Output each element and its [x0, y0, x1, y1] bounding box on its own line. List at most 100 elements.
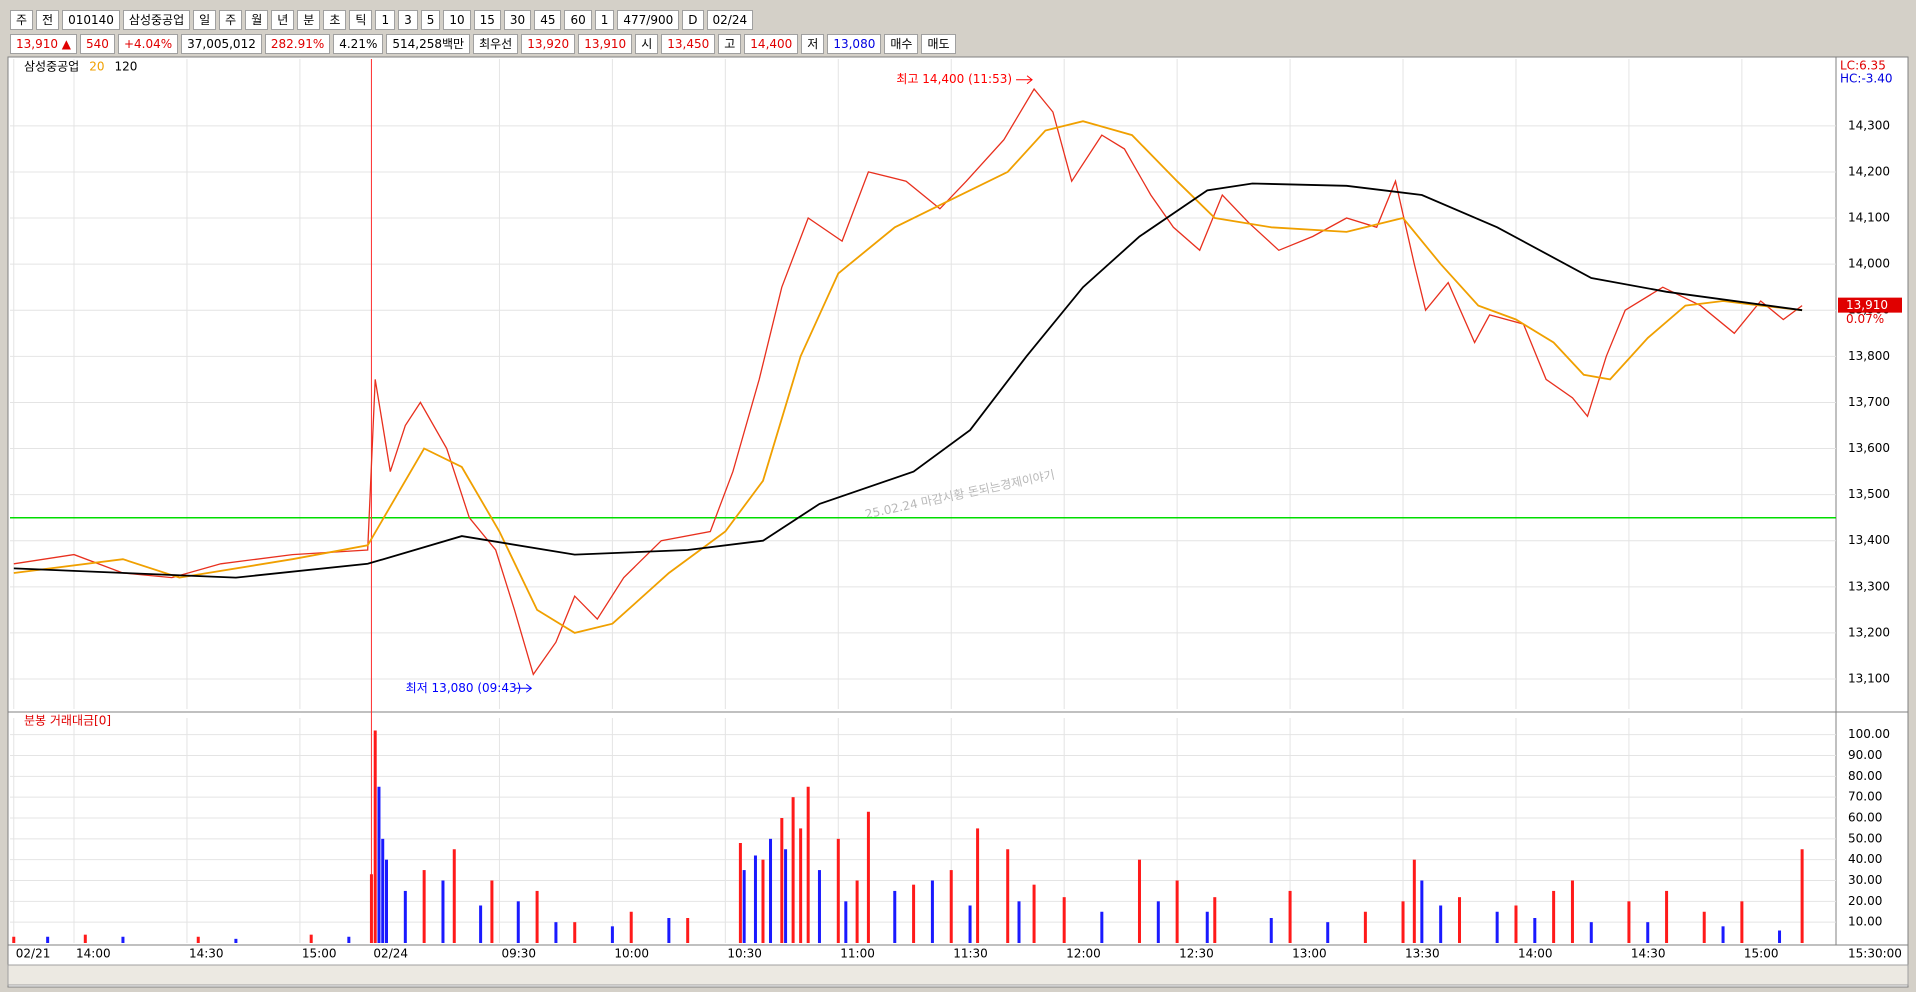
volume-bar — [784, 849, 788, 943]
y-tick-label: 30.00 — [1848, 873, 1882, 887]
annotation: 최저 13,080 (09:43) — [406, 681, 522, 695]
volume-bar — [930, 880, 934, 943]
x-tick-label: 13:00 — [1292, 947, 1327, 961]
annotation-arrow — [1016, 75, 1033, 85]
toolbar-item[interactable]: 5 — [420, 10, 441, 30]
toolbar-item[interactable]: 년 — [271, 10, 295, 30]
x-tick-label: 11:00 — [840, 947, 875, 961]
volume-bar — [1665, 890, 1669, 943]
x-tick-label: 12:00 — [1066, 947, 1101, 961]
toolbar-item[interactable]: 일 — [193, 10, 217, 30]
toolbar-item[interactable]: 3 — [398, 10, 418, 30]
series-line — [13, 87, 1803, 676]
last-price-label: 13,910 — [1846, 298, 1888, 312]
info-item: 고 — [718, 34, 742, 54]
corner-label: HC:-3.40 — [1840, 72, 1893, 86]
toolbar-item[interactable]: 전 — [36, 10, 60, 30]
volume-bar — [686, 918, 690, 943]
volume-bar — [1412, 859, 1416, 943]
toolbar-item[interactable]: 삼성중공업 — [122, 10, 191, 30]
info-item: 13,910 ▲ — [10, 34, 78, 54]
info-bar: 13,910 ▲ 540 +4.04% 37,005,012 282.91% 4.21% 5… — [10, 34, 956, 54]
info-item: 최우선 — [473, 34, 519, 54]
volume-bar — [384, 859, 388, 943]
series-line — [13, 182, 1803, 579]
toolbar-item[interactable]: 주 — [219, 10, 243, 30]
volume-bar — [1205, 911, 1209, 943]
toolbar-item[interactable]: 주 — [10, 10, 34, 30]
info-item: 13,080 — [827, 34, 882, 54]
volume-bar — [844, 901, 848, 943]
volume-bar — [573, 922, 577, 943]
x-tick-label: 15:00 — [1744, 947, 1779, 961]
y-tick-label: 80.00 — [1848, 769, 1882, 783]
volume-bar — [479, 905, 483, 943]
info-item: 13,920 — [521, 34, 576, 54]
volume-bar — [1213, 897, 1217, 943]
corner-label: LC:6.35 — [1840, 59, 1886, 73]
volume-bar — [347, 936, 351, 943]
toolbar-item[interactable]: 45 — [534, 10, 562, 30]
info-item: +4.04% — [117, 34, 179, 54]
y-tick-label: 14,000 — [1848, 257, 1890, 271]
volume-bar — [377, 786, 381, 943]
volume-bar — [1100, 911, 1104, 943]
scrollbar — [7, 964, 1909, 986]
volume-bar — [1288, 890, 1292, 943]
toolbar-item[interactable]: 02/24 — [706, 10, 754, 30]
x-tick-label: 14:00 — [76, 947, 111, 961]
y-tick-label: 13,800 — [1848, 349, 1890, 363]
toolbar-item[interactable]: 월 — [245, 10, 269, 30]
toolbar-item[interactable]: 1 — [375, 10, 396, 30]
x-tick-label: 14:00 — [1518, 947, 1553, 961]
volume-title: 분봉 거래대금[0] — [24, 714, 111, 728]
volume-bar — [738, 843, 742, 943]
toolbar-item[interactable]: 틱 — [349, 10, 373, 30]
info-item: 14,400 — [744, 34, 799, 54]
toolbar-item[interactable]: 477/900 — [617, 10, 680, 30]
toolbar-item[interactable]: 60 — [564, 10, 592, 30]
info-item: 저 — [801, 34, 825, 54]
volume-bar — [968, 905, 972, 943]
toolbar-item[interactable]: 초 — [323, 10, 347, 30]
volume-bar — [1702, 911, 1706, 943]
volume-bar — [629, 911, 633, 943]
volume-bar — [1514, 905, 1518, 943]
volume-bar — [667, 918, 671, 943]
annotation-arrow — [515, 683, 533, 693]
toolbar-item[interactable]: 30 — [503, 10, 532, 30]
info-item: 540 — [80, 34, 115, 54]
info-item: 매도 — [921, 34, 956, 54]
volume-bar — [381, 838, 385, 943]
volume-bar — [12, 936, 16, 943]
toolbar-item[interactable]: D — [682, 10, 704, 30]
volume-bar — [554, 922, 558, 943]
volume-bar — [817, 870, 821, 943]
toolbar-item[interactable]: 10 — [443, 10, 471, 30]
toolbar-item[interactable]: 분 — [297, 10, 321, 30]
annotation: 최고 14,400 (11:53) — [896, 72, 1012, 86]
y-tick-label: 13,400 — [1848, 533, 1890, 547]
volume-bar — [1627, 901, 1631, 943]
volume-bar — [769, 838, 773, 943]
x-tick-label: 02/24 — [373, 947, 408, 961]
volume-bar — [1017, 901, 1021, 943]
y-tick-label: 60.00 — [1848, 811, 1882, 825]
volume-bar — [1646, 922, 1650, 943]
info-item: 시 — [635, 34, 659, 54]
volume-bar — [791, 797, 795, 943]
toolbar-item[interactable]: 1 — [594, 10, 615, 30]
legend-entry: 120 — [114, 60, 137, 74]
volume-bar — [535, 890, 539, 943]
volume-bar — [196, 936, 200, 943]
volume-bar — [866, 811, 870, 943]
legend-entry: 삼성중공업 — [24, 60, 79, 74]
x-tick-label: 14:30 — [1631, 947, 1666, 961]
info-item: 514,258백만 — [386, 34, 471, 54]
toolbar-item[interactable]: 010140 — [62, 10, 120, 30]
toolbar-item[interactable]: 15 — [473, 10, 501, 30]
volume-bar — [1439, 905, 1443, 943]
y-tick-label: 13,300 — [1848, 579, 1890, 593]
